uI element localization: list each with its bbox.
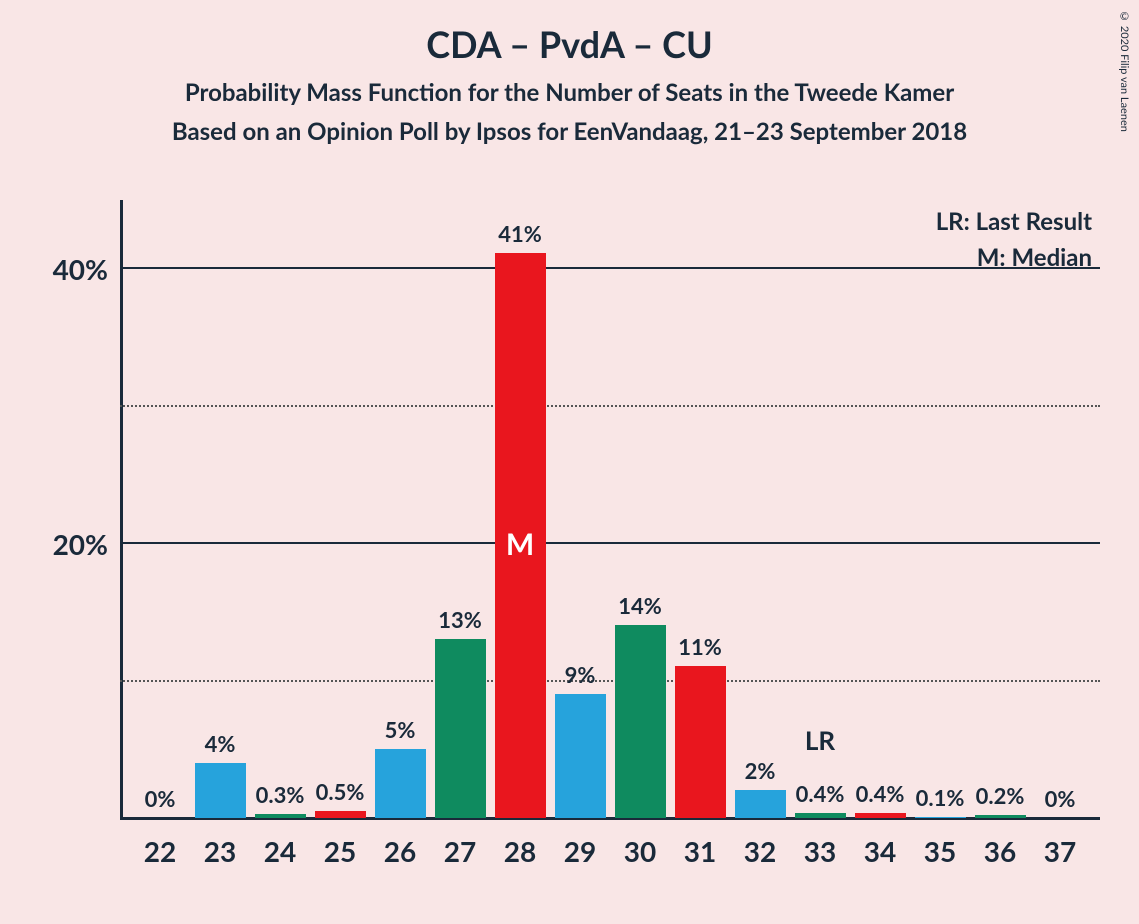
x-tick-label: 31 — [670, 834, 730, 868]
x-tick-label: 24 — [250, 834, 310, 868]
bar-value-label: 0.4% — [856, 780, 905, 807]
bar-slot: 13% — [430, 200, 490, 818]
bar-slot: LR 0.4% — [790, 200, 850, 818]
copyright-text: © 2020 Filip van Laenen — [1118, 10, 1131, 132]
bar-slot: 5% — [370, 200, 430, 818]
chart-title: CDA – PvdA – CU — [0, 22, 1139, 66]
bar-value-label: 0.5% — [316, 778, 365, 805]
bars-container: 0%4%0.3%0.5%5%13%41%M9%14%11%2%LR0.4%0.4… — [130, 200, 1090, 818]
x-tick-label: 22 — [130, 834, 190, 868]
bar-slot: 41% M — [490, 200, 550, 818]
x-tick-label: 28 — [490, 834, 550, 868]
bar-value-label: 0.3% — [256, 781, 305, 808]
bar-slot: 9% — [550, 200, 610, 818]
chart-subtitle-2: Based on an Opinion Poll by Ipsos for Ee… — [0, 117, 1139, 146]
bar-slot: 0% — [130, 200, 190, 818]
bar: 41%M — [495, 253, 546, 818]
bar-slot: 0.3% — [250, 200, 310, 818]
bar-value-label: 9% — [565, 661, 596, 688]
bar: 0.2% — [975, 815, 1026, 818]
chart-subtitle-1: Probability Mass Function for the Number… — [0, 78, 1139, 107]
x-labels: 22232425262728293031323334353637 — [130, 834, 1090, 868]
bar-value-label: 0% — [145, 785, 176, 812]
bar-value-label: 2% — [745, 757, 776, 784]
bar: 4% — [195, 763, 246, 818]
bar-slot: 2% — [730, 200, 790, 818]
bar-value-label: 14% — [618, 592, 662, 619]
plot-area: 20%40% LR: Last Result M: Median 0%4%0.3… — [120, 200, 1100, 820]
x-tick-label: 25 — [310, 834, 370, 868]
bar: 5% — [375, 749, 426, 818]
x-tick-label: 36 — [970, 834, 1030, 868]
bar: 9% — [555, 694, 606, 818]
bar-value-label: 11% — [678, 633, 722, 660]
bar-value-label: 0.4% — [796, 780, 845, 807]
bar-value-label: 41% — [498, 220, 542, 247]
bar-value-label: 4% — [205, 730, 236, 757]
bar-slot: 14% — [610, 200, 670, 818]
bar-slot: 0.5% — [310, 200, 370, 818]
bar-value-label: 13% — [438, 606, 482, 633]
bar: 13% — [435, 639, 486, 818]
title-block: CDA – PvdA – CU Probability Mass Functio… — [0, 0, 1139, 146]
bar-value-label: 0.2% — [976, 782, 1025, 809]
y-tick-label: 20% — [8, 527, 108, 561]
median-mark: M — [506, 526, 534, 562]
x-tick-label: 27 — [430, 834, 490, 868]
bar-value-label: 0.1% — [916, 784, 965, 811]
bar-slot: 4% — [190, 200, 250, 818]
x-tick-label: 34 — [850, 834, 910, 868]
x-tick-label: 23 — [190, 834, 250, 868]
bar-value-label: 5% — [385, 716, 416, 743]
x-tick-label: 26 — [370, 834, 430, 868]
x-tick-label: 33 — [790, 834, 850, 868]
last-result-mark: LR — [805, 724, 835, 756]
bar: 0.1% — [915, 817, 966, 818]
bar-slot: 0% — [1030, 200, 1090, 818]
x-tick-label: 32 — [730, 834, 790, 868]
bar-slot: 0.4% — [850, 200, 910, 818]
y-tick-label: 40% — [8, 252, 108, 286]
bar: 0.3% — [255, 814, 306, 818]
bar: 14% — [615, 625, 666, 818]
bar: 11% — [675, 666, 726, 818]
bar-slot: 0.1% — [910, 200, 970, 818]
bar-slot: 11% — [670, 200, 730, 818]
bar-value-label: 0% — [1045, 785, 1076, 812]
y-axis — [120, 200, 123, 820]
x-tick-label: 37 — [1030, 834, 1090, 868]
bar: 0.5% — [315, 811, 366, 818]
bar: 0.4% — [795, 813, 846, 819]
x-tick-label: 30 — [610, 834, 670, 868]
bar-slot: 0.2% — [970, 200, 1030, 818]
x-tick-label: 29 — [550, 834, 610, 868]
bar: 0.4% — [855, 813, 906, 819]
bar: 2% — [735, 790, 786, 818]
x-tick-label: 35 — [910, 834, 970, 868]
